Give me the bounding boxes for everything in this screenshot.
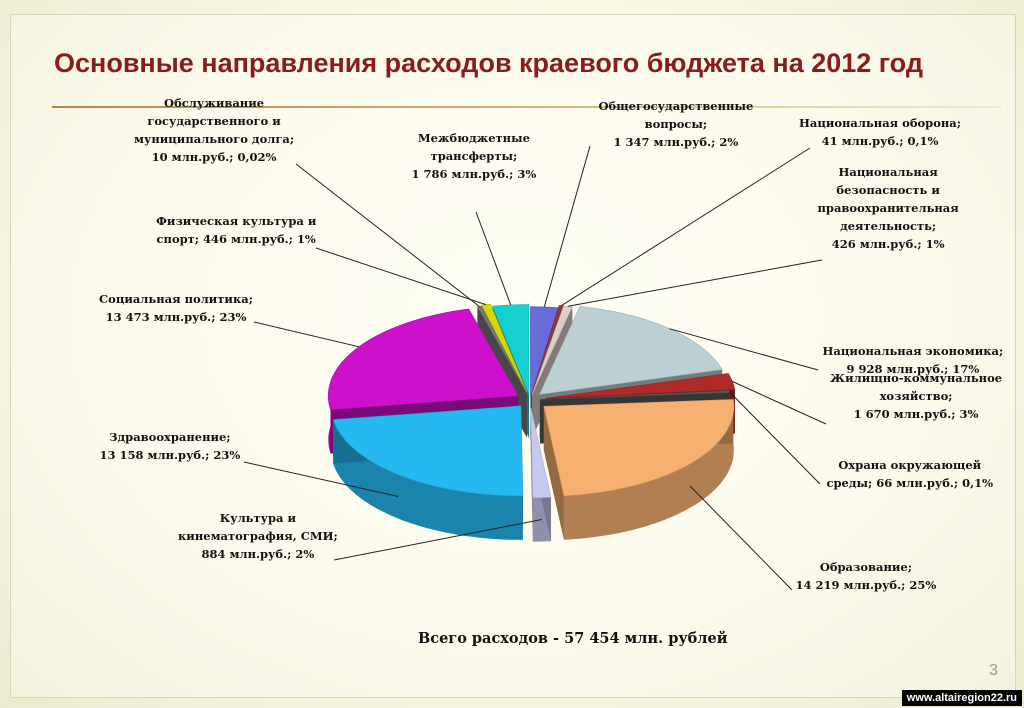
slice-top	[530, 407, 552, 499]
title-divider	[52, 106, 1002, 108]
slice-label-line: 41 млн.руб.; 0,1%	[821, 134, 939, 148]
slice-label-line: вопросы;	[644, 117, 708, 131]
leader-line	[475, 211, 512, 306]
leader-line	[243, 461, 399, 497]
slice-label: Национальная безопасность и правоохранител…	[818, 163, 959, 253]
leader-line	[669, 328, 819, 371]
slice-label-line: Межбюджетные	[417, 131, 530, 145]
slice-label: Межбюджетные трансферты; 1 786 млн.руб.; 3…	[412, 129, 537, 183]
slice-label: Национальная оборона; 41 млн.руб.; 0,1%	[799, 114, 961, 150]
slice-cut-face	[543, 406, 564, 540]
slice-8	[530, 407, 552, 542]
slice-top	[530, 306, 559, 397]
slice-label-line: 1 347 млн.руб.; 2%	[613, 135, 739, 149]
slice-label-line: 1 670 млн.руб.; 3%	[853, 407, 979, 421]
slice-label: Национальная экономика; 9 928 млн.руб.; 1…	[823, 342, 1004, 378]
slice-label-line: Национальная экономика;	[822, 344, 1004, 358]
slice-top	[531, 305, 564, 395]
slice-label-line: 13 158 млн.руб.; 23%	[99, 448, 241, 462]
slice-label-line: трансферты;	[430, 149, 518, 163]
total-expenses: Всего расходов - 57 454 млн. рублей	[418, 630, 728, 647]
slice-top	[476, 305, 528, 394]
slice-side-wall	[333, 419, 523, 540]
slice-label-line: хозяйство;	[879, 389, 953, 403]
slice-7	[543, 399, 735, 540]
leader-line	[567, 259, 823, 307]
slice-label-line: среды; 66 млн.руб.; 0,1%	[826, 476, 994, 490]
slice-top	[531, 305, 573, 395]
slice-top	[545, 373, 736, 399]
slice-label: Культура и кинематография, СМИ; 884 млн.ру…	[178, 509, 338, 563]
slice-label-line: кинематография, СМИ;	[178, 529, 338, 543]
slice-label-line: Культура и	[219, 511, 296, 525]
leader-line	[315, 247, 487, 306]
slice-top	[492, 304, 530, 395]
slice-label-line: 9 928 млн.руб.; 17%	[846, 362, 980, 376]
slice-label-line: Образование;	[819, 560, 912, 574]
slice-label-line: государственного и	[147, 114, 281, 128]
slice-top	[327, 308, 519, 410]
slice-label: Здравоохранение; 13 158 млн.руб.; 23%	[100, 428, 241, 464]
slice-label: Жилищно-коммунальное хозяйство; 1 670 млн.…	[830, 369, 1002, 423]
slice-label-line: 1 786 млн.руб.; 3%	[411, 167, 537, 181]
slice-label-line: Охрана окружающей	[838, 458, 982, 472]
leader-line	[732, 380, 827, 425]
slice-label-line: 884 млн.руб.; 2%	[201, 547, 315, 561]
leader-line	[333, 519, 542, 561]
slice-label-line: Социальная политика;	[99, 292, 253, 306]
leader-line	[689, 485, 793, 591]
slice-label-line: 10 млн.руб.; 0,02%	[151, 150, 277, 164]
slice-label-line: Национальная оборона;	[799, 116, 961, 130]
leader-line	[295, 163, 480, 307]
slice-label: Физическая культура и спорт; 446 млн.руб.…	[156, 212, 316, 248]
slice-label-line: безопасность и	[836, 183, 940, 197]
slice-label-line: Национальная	[838, 165, 938, 179]
slice-label-line: Обслуживание	[164, 96, 265, 110]
leader-line	[561, 147, 811, 307]
slice-label-line: Физическая культура и	[156, 214, 317, 228]
slice-9	[332, 405, 524, 540]
leader-line	[728, 391, 821, 485]
slice-label-line: 14 219 млн.руб.; 25%	[795, 578, 937, 592]
slice-label-line: спорт; 446 млн.руб.; 1%	[156, 232, 316, 246]
slice-top	[543, 399, 735, 497]
slice-label-line: 426 млн.руб.; 1%	[831, 237, 945, 251]
slice-label-line: 13 473 млн.руб.; 23%	[105, 310, 247, 324]
slice-label-line: муниципального долга;	[134, 132, 295, 146]
slice-label: Обслуживание государственного и муниципаль…	[134, 94, 294, 166]
slice-side-wall	[564, 399, 734, 540]
slice-top	[332, 405, 524, 497]
slice-label-line: Здравоохранение;	[109, 430, 231, 444]
slice-label-line: Общегосударственные	[598, 99, 754, 113]
page-number: 3	[989, 662, 998, 679]
slice-label: Образование; 14 219 млн.руб.; 25%	[796, 558, 937, 594]
leader-line	[253, 321, 360, 348]
slide-title: Основные направления расходов краевого б…	[54, 48, 923, 78]
site-watermark: www.altairegion22.ru	[901, 690, 1022, 706]
slice-label: Общегосударственные вопросы; 1 347 млн.руб…	[599, 97, 754, 151]
slice-label: Охрана окружающей среды; 66 млн.руб.; 0,1…	[827, 456, 994, 492]
slice-label-line: правоохранительная	[817, 201, 959, 215]
slice-label: Социальная политика; 13 473 млн.руб.; 23%	[99, 290, 253, 326]
leader-line	[543, 145, 591, 308]
slice-label-line: Жилищно-коммунальное	[830, 371, 1003, 385]
slice-label-line: деятельность;	[840, 219, 937, 233]
